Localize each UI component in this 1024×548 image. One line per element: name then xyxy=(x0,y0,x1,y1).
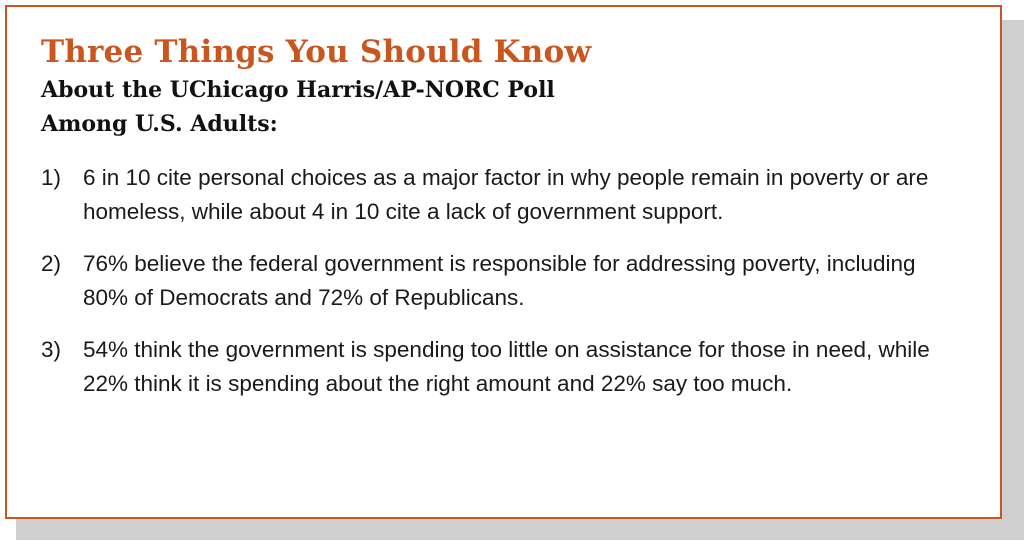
facts-list: 1) 6 in 10 cite personal choices as a ma… xyxy=(41,161,966,401)
fact-number: 3) xyxy=(41,337,62,362)
subtitle: About the UChicago Harris/AP-NORC Poll A… xyxy=(41,73,966,141)
fact-number: 2) xyxy=(41,251,62,276)
fact-text: 76% believe the federal government is re… xyxy=(83,251,916,310)
subtitle-line-1: About the UChicago Harris/AP-NORC Poll xyxy=(41,77,555,103)
page-title: Three Things You Should Know xyxy=(41,34,592,70)
fact-number: 1) xyxy=(41,165,62,190)
fact-text: 6 in 10 cite personal choices as a major… xyxy=(83,165,929,224)
fact-text: 54% think the government is spending too… xyxy=(83,337,930,396)
fact-item-2: 2) 76% believe the federal government is… xyxy=(41,247,966,315)
subtitle-line-2: Among U.S. Adults: xyxy=(41,111,278,137)
fact-item-1: 1) 6 in 10 cite personal choices as a ma… xyxy=(41,161,966,229)
info-card: Three Things You Should Know About the U… xyxy=(5,5,1002,519)
fact-item-3: 3) 54% think the government is spending … xyxy=(41,333,966,401)
